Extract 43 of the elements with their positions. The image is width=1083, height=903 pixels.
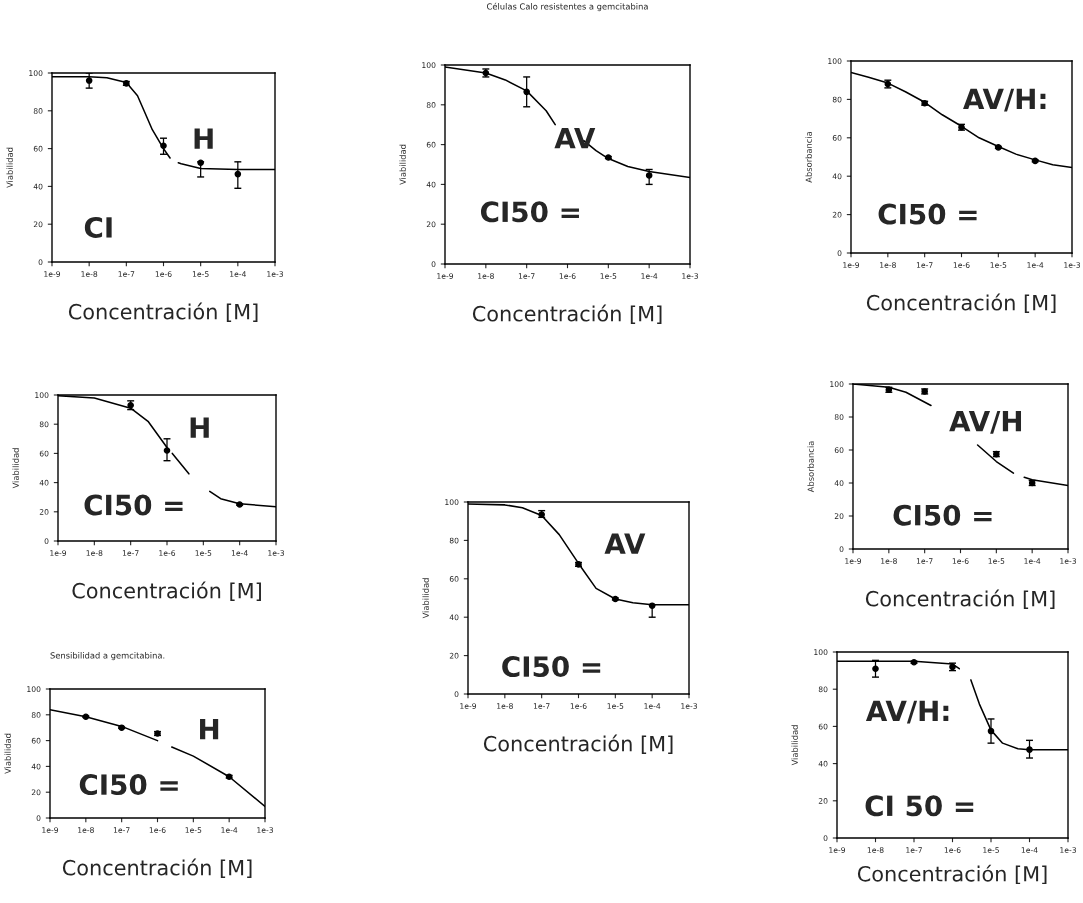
annotation: CI50 = bbox=[893, 504, 992, 526]
point bbox=[85, 77, 93, 84]
x-axis-title: Concentración [M] bbox=[866, 293, 1056, 313]
y-axis-title: Viabilidad bbox=[399, 144, 406, 185]
annotation: CI 50 = bbox=[865, 795, 974, 817]
annotation: AV/H: bbox=[963, 88, 1046, 112]
x-axis-title: Concentración [M] bbox=[72, 581, 261, 601]
x-axis-title: Concentración [M] bbox=[483, 734, 673, 754]
point bbox=[160, 142, 167, 150]
x-axis-title: Concentración [M] bbox=[68, 302, 258, 322]
annotation: CI bbox=[84, 216, 112, 238]
point bbox=[1026, 746, 1033, 753]
annotation: CI50 = bbox=[502, 656, 601, 678]
annotation: AV/H: bbox=[865, 700, 949, 724]
point bbox=[523, 88, 530, 96]
y-axis-title: Viabilidad bbox=[12, 448, 19, 489]
annotation: AV bbox=[554, 128, 596, 149]
annotation: AV bbox=[604, 533, 646, 554]
annotation: H bbox=[190, 417, 209, 438]
annotation: CI50 = bbox=[878, 203, 977, 225]
point bbox=[197, 159, 204, 167]
point bbox=[987, 727, 995, 735]
point bbox=[872, 665, 879, 673]
y-axis-title: Viabilidad bbox=[6, 147, 13, 188]
annotation: CI50 = bbox=[480, 201, 579, 223]
chart-title: Sensibilidad a gemcitabina. bbox=[50, 652, 165, 661]
point bbox=[234, 170, 242, 178]
annotation: AV/H bbox=[949, 411, 1022, 434]
annotation: CI50 = bbox=[84, 494, 183, 516]
x-axis-title: Concentración [M] bbox=[857, 864, 1047, 885]
y-axis-title: Absorbancia bbox=[805, 131, 812, 183]
y-axis-title: Viabilidad bbox=[791, 725, 798, 766]
annotation: H bbox=[194, 128, 213, 149]
y-axis-title: Viabilidad bbox=[4, 733, 11, 774]
y-axis-title: Absorbancia bbox=[807, 441, 814, 493]
y-axis-title: Viabilidad bbox=[422, 578, 429, 619]
annotation: H bbox=[200, 718, 219, 740]
x-axis-title: Concentración [M] bbox=[62, 858, 252, 878]
point bbox=[645, 172, 653, 179]
annotation: CI50 = bbox=[79, 774, 178, 796]
x-axis-title: Concentración [M] bbox=[865, 589, 1055, 609]
x-axis-title: Concentración [M] bbox=[472, 304, 662, 324]
chart-title: Células Calo resistentes a gemcitabina bbox=[487, 2, 648, 12]
